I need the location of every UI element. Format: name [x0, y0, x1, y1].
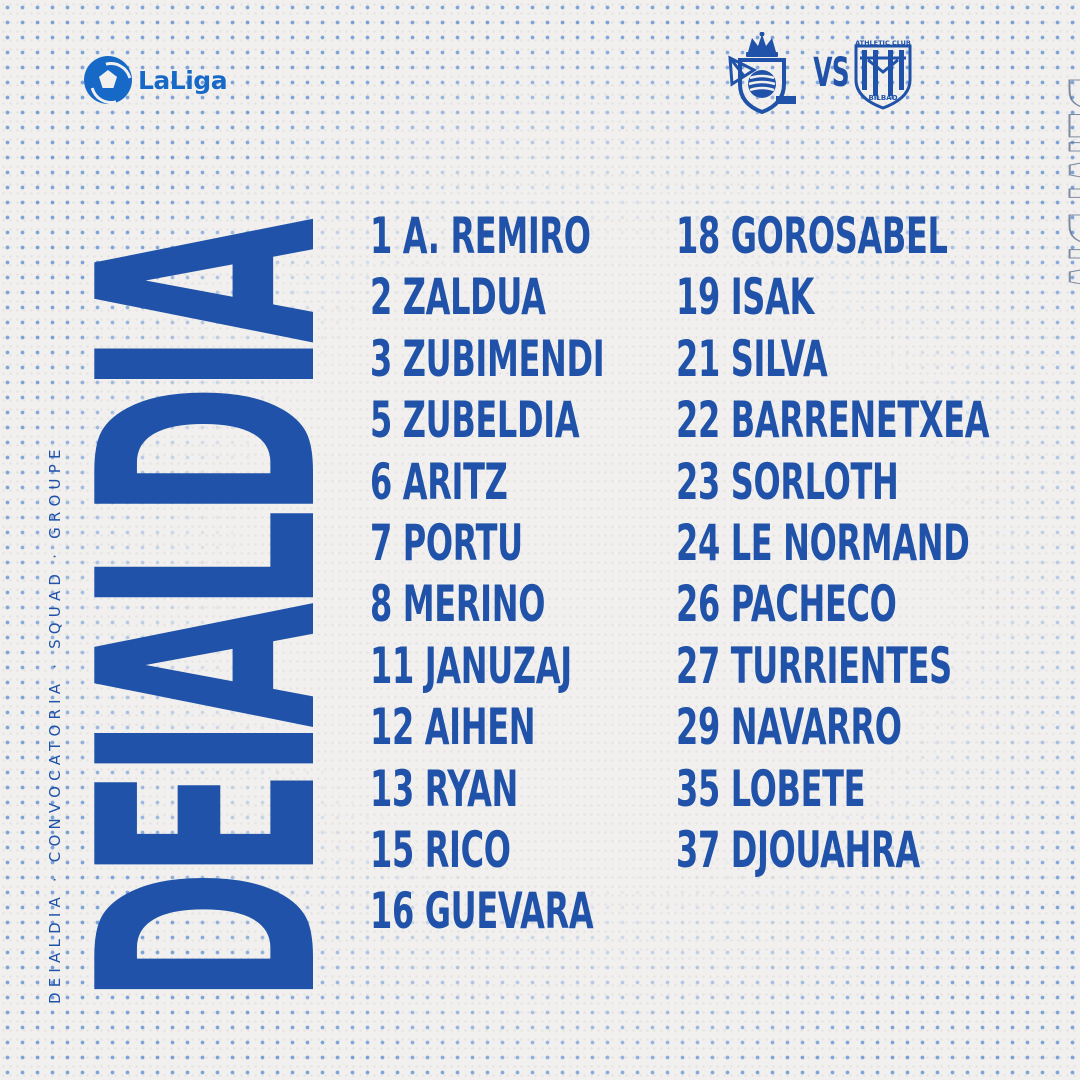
- player-entry: 29 NAVARRO: [676, 698, 902, 757]
- page-title: DEIALDIA: [35, 227, 384, 1004]
- athletic-club-crest-icon: ATHLETIC CLUB BILBAO: [852, 36, 914, 110]
- player-entry: 7 PORTU: [370, 513, 523, 572]
- squad-list-right: 18 GOROSABEL 19 ISAK 21 SILVA 22 BARRENE…: [676, 206, 1080, 881]
- player-entry: 19 ISAK: [676, 268, 814, 327]
- player-entry: 37 DJOUAHRA: [676, 820, 920, 879]
- player-entry: 6 ARITZ: [370, 452, 508, 511]
- squad-list-left: 1 A. REMIRO 2 ZALDUA 3 ZUBIMENDI 5 ZUBEL…: [370, 206, 736, 943]
- athletic-club-crest-city: BILBAO: [868, 94, 897, 102]
- title-block: DEIALDIA: [35, 172, 384, 1004]
- laliga-logo: LaLiga: [84, 56, 228, 104]
- player-entry: 3 ZUBIMENDI: [370, 329, 605, 388]
- player-entry: 23 SORLOTH: [676, 452, 899, 511]
- player-entry: 24 LE NORMAND: [676, 513, 970, 572]
- player-entry: 26 PACHECO: [676, 575, 897, 634]
- player-entry: 8 MERINO: [370, 575, 546, 634]
- laliga-ball-icon: [84, 56, 132, 104]
- languages-caption: DEIALDIA · CONVOCATORIA · SQUAD · GROUPE: [46, 444, 64, 1004]
- caption-block: DEIALDIA · CONVOCATORIA · SQUAD · GROUPE: [42, 432, 68, 1004]
- player-entry: 21 SILVA: [676, 329, 828, 388]
- versus-label: VS: [813, 50, 850, 96]
- player-entry: 35 LOBETE: [676, 759, 866, 818]
- match-crests: VS ATHLETIC CLUB BILBAO: [726, 32, 914, 114]
- player-entry: 11 JANUZAJ: [370, 636, 572, 695]
- player-entry: 27 TURRIENTES: [676, 636, 952, 695]
- player-entry: 1 A. REMIRO: [370, 207, 591, 265]
- player-entry: 12 AIHEN: [370, 698, 536, 757]
- player-entry: 13 RYAN: [370, 759, 518, 818]
- player-entry: 2 ZALDUA: [370, 268, 546, 327]
- athletic-club-crest-text: ATHLETIC CLUB: [855, 39, 911, 47]
- real-sociedad-crest-icon: [726, 32, 798, 114]
- player-entry: 15 RICO: [370, 820, 511, 879]
- laliga-wordmark: LaLiga: [138, 65, 228, 95]
- player-entry: 22 BARRENETXEA: [676, 391, 990, 450]
- player-entry: 18 GOROSABEL: [676, 207, 948, 265]
- player-entry: 16 GUEVARA: [370, 882, 594, 941]
- player-entry: 5 ZUBELDIA: [370, 391, 580, 450]
